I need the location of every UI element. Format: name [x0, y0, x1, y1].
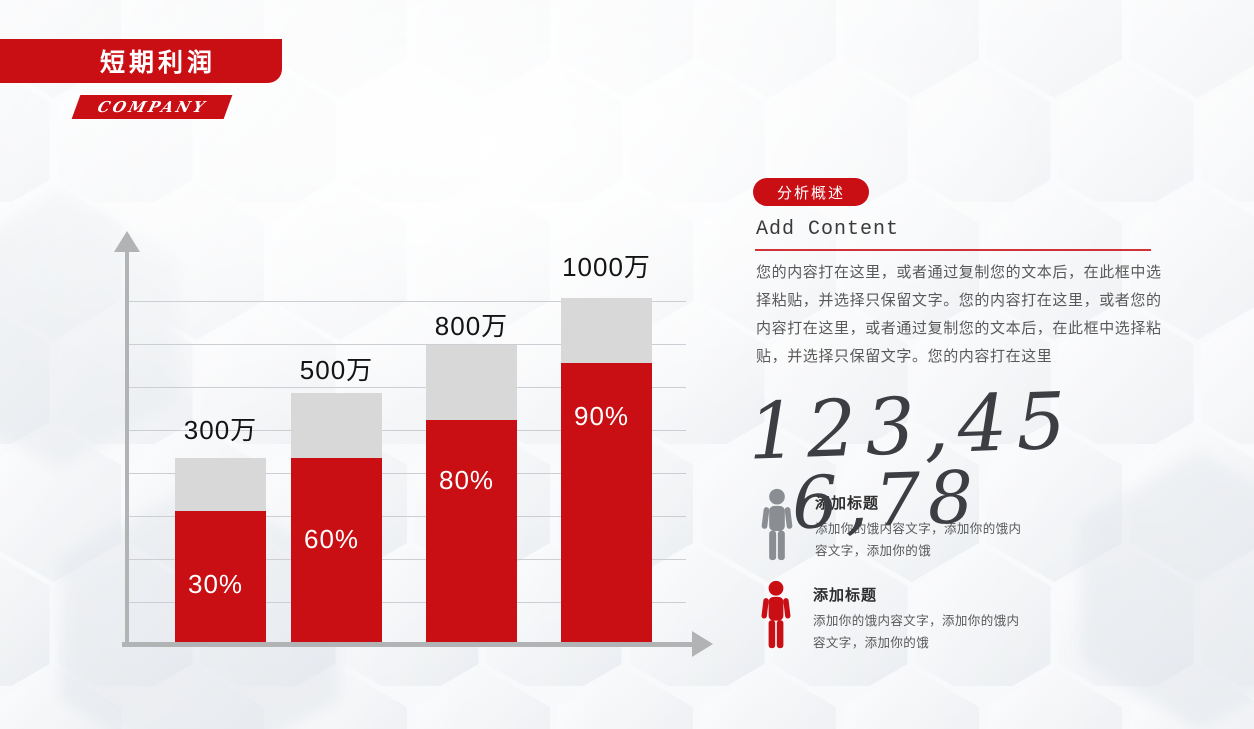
bar-percent-label: 90%	[574, 401, 630, 431]
bar-category-label: 500万	[299, 355, 374, 385]
feature-item-1: 添加标题 添加你的饿内容文字，添加你的饿内 容文字，添加你的饿	[756, 488, 1021, 562]
bar-category-label: 800万	[434, 311, 509, 341]
bar-percent-label: 30%	[188, 569, 244, 599]
bar-category-label: 300万	[183, 415, 258, 445]
bar-percent-label: 80%	[439, 465, 495, 495]
company-label: COMPANY	[95, 98, 209, 116]
slide-title-banner: 短期利润	[0, 39, 282, 83]
body-paragraph: 您的内容打在这里，或者通过复制您的文本后，在此框中选 择粘贴，并选择只保留文字。…	[756, 259, 1162, 371]
red-divider	[755, 249, 1151, 251]
add-content-heading: Add Content	[756, 218, 900, 241]
analysis-badge-label: 分析概述	[776, 184, 845, 202]
x-axis-arrow-icon	[692, 631, 713, 657]
feature-description: 添加你的饿内容文字，添加你的饿内 容文字，添加你的饿	[813, 614, 1020, 650]
paragraph-line: 您的内容打在这里，或者通过复制您的文本后，在此框中选	[756, 264, 1162, 281]
slide-title: 短期利润	[99, 49, 216, 77]
feature-item-2: 添加标题 添加你的饿内容文字，添加你的饿内 容文字，添加你的饿	[756, 580, 1019, 654]
person-icon	[761, 580, 791, 649]
company-tag: COMPANY	[71, 95, 233, 119]
bar-category-label: 1000万	[562, 252, 651, 282]
feature-title: 添加标题	[815, 495, 880, 512]
paragraph-line: 贴，并选择只保留文字。您的内容打在这里	[756, 348, 1053, 365]
big-number-line1: 123,45	[746, 376, 1077, 478]
bar-percent-label: 60%	[304, 524, 360, 554]
bar-filled-3	[426, 420, 517, 644]
feature-description: 添加你的饿内容文字，添加你的饿内 容文字，添加你的饿	[815, 522, 1022, 558]
x-axis	[122, 642, 692, 647]
analysis-badge: 分析概述	[753, 178, 869, 206]
paragraph-line: 择粘贴，并选择只保留文字。您的内容打在这里，或者您的	[756, 292, 1162, 309]
paragraph-line: 内容打在这里，或者通过复制您的文本后，在此框中选择粘	[756, 320, 1162, 337]
feature-title: 添加标题	[813, 587, 878, 604]
y-axis-arrow-icon	[114, 231, 140, 252]
y-axis	[125, 250, 129, 646]
person-icon	[761, 488, 793, 561]
